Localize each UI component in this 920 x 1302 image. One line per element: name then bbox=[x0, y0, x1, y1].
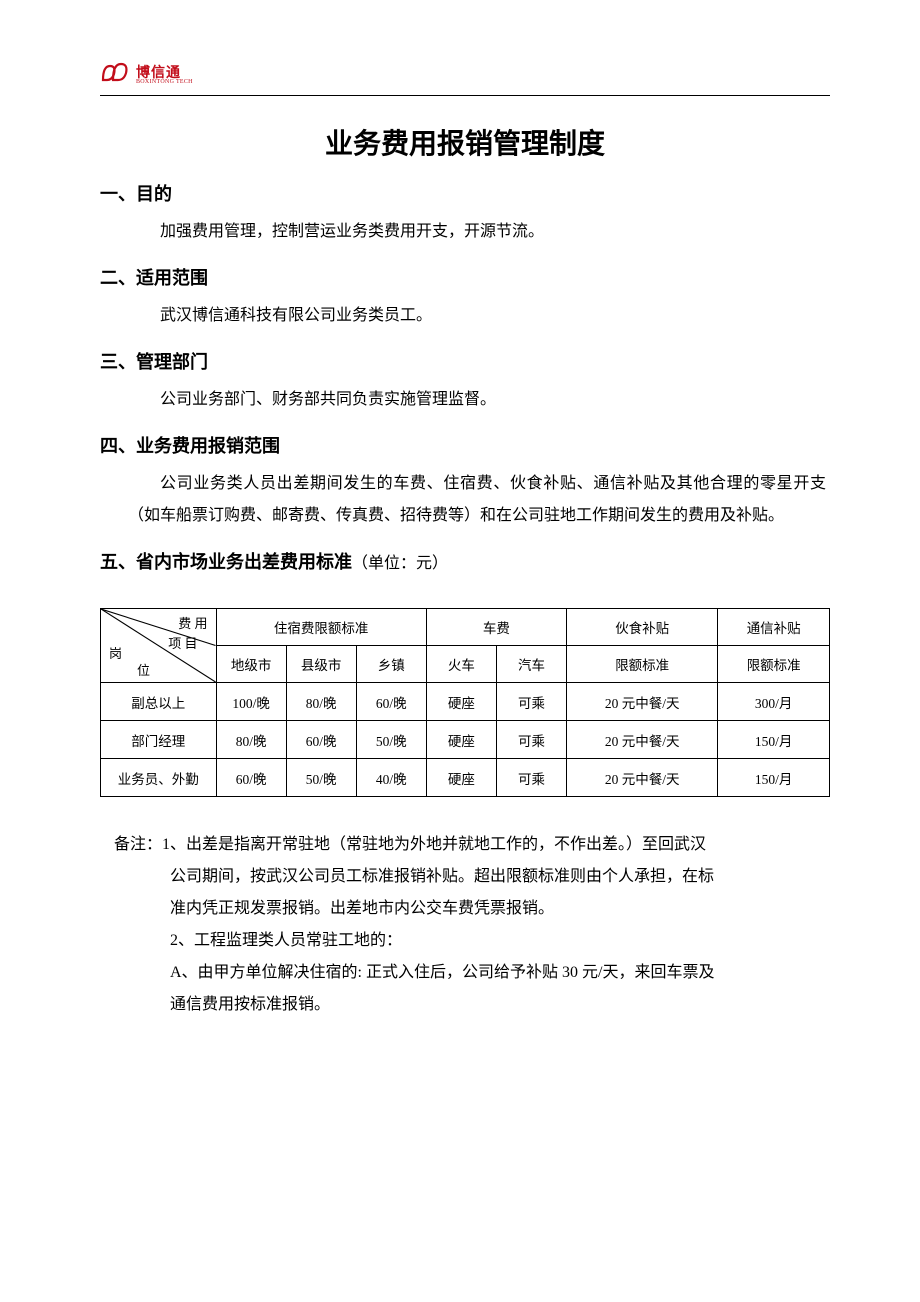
th-food: 伙食补贴 bbox=[567, 609, 718, 646]
th-comm: 通信补贴 bbox=[718, 609, 830, 646]
th-train: 火车 bbox=[426, 646, 496, 683]
th-lodging: 住宿费限额标准 bbox=[216, 609, 426, 646]
section-1-heading: 一、目的 bbox=[100, 180, 830, 206]
table-row: 副总以上 100/晚 80/晚 60/晚 硬座 可乘 20 元中餐/天 300/… bbox=[101, 683, 830, 721]
section-2-heading: 二、适用范围 bbox=[100, 264, 830, 290]
th-prefecture: 地级市 bbox=[216, 646, 286, 683]
th-town: 乡镇 bbox=[356, 646, 426, 683]
th-bus: 汽车 bbox=[496, 646, 566, 683]
section-2-body: 武汉博信通科技有限公司业务类员工。 bbox=[128, 300, 826, 332]
th-county: 县级市 bbox=[286, 646, 356, 683]
notes-block: 备注：1、出差是指离开常驻地（常驻地为外地并就地工作的，不作出差。）至回武汉 公… bbox=[114, 829, 826, 1021]
note-2a-line2: 通信费用按标准报销。 bbox=[114, 989, 826, 1021]
table-row: 部门经理 80/晚 60/晚 50/晚 硬座 可乘 20 元中餐/天 150/月 bbox=[101, 721, 830, 759]
logo-text: 博信通 BOXINTONG TECH bbox=[136, 65, 193, 85]
table-row: 业务员、外勤 60/晚 50/晚 40/晚 硬座 可乘 20 元中餐/天 150… bbox=[101, 759, 830, 797]
th-food-std: 限额标准 bbox=[567, 646, 718, 683]
note-2a-line1: A、由甲方单位解决住宿的: 正式入住后，公司给予补贴 30 元/天，来回车票及 bbox=[114, 957, 826, 989]
logo-cn: 博信通 bbox=[136, 65, 193, 79]
section-3-body: 公司业务部门、财务部共同负责实施管理监督。 bbox=[128, 384, 826, 416]
section-1-body: 加强费用管理，控制营运业务类费用开支，开源节流。 bbox=[128, 216, 826, 248]
th-fare: 车费 bbox=[426, 609, 566, 646]
section-3-heading: 三、管理部门 bbox=[100, 348, 830, 374]
expense-standard-table: 费 用 项 目 岗 位 住宿费限额标准 车费 伙食补贴 通信补贴 地级市 县级市… bbox=[100, 608, 830, 797]
note-2: 2、工程监理类人员常驻工地的： bbox=[114, 925, 826, 957]
note-1-line3: 准内凭正规发票报销。出差地市内公交车费凭票报销。 bbox=[114, 893, 826, 925]
th-comm-std: 限额标准 bbox=[718, 646, 830, 683]
section-4-heading: 四、业务费用报销范围 bbox=[100, 432, 830, 458]
section-5-unit: （单位：元） bbox=[352, 555, 448, 572]
logo-mark-icon bbox=[100, 60, 130, 89]
note-1-line1: 备注：1、出差是指离开常驻地（常驻地为外地并就地工作的，不作出差。）至回武汉 bbox=[114, 829, 826, 861]
document-title: 业务费用报销管理制度 bbox=[100, 122, 830, 162]
table-corner-cell: 费 用 项 目 岗 位 bbox=[101, 609, 217, 683]
section-5-heading: 五、省内市场业务出差费用标准 bbox=[100, 552, 352, 572]
logo-row: 博信通 BOXINTONG TECH bbox=[100, 60, 830, 89]
logo-en: BOXINTONG TECH bbox=[136, 79, 193, 85]
note-1-line2: 公司期间，按武汉公司员工标准报销补贴。超出限额标准则由个人承担，在标 bbox=[114, 861, 826, 893]
section-4-body: 公司业务类人员出差期间发生的车费、住宿费、伙食补贴、通信补贴及其他合理的零星开支… bbox=[128, 468, 826, 532]
header-divider bbox=[100, 95, 830, 96]
